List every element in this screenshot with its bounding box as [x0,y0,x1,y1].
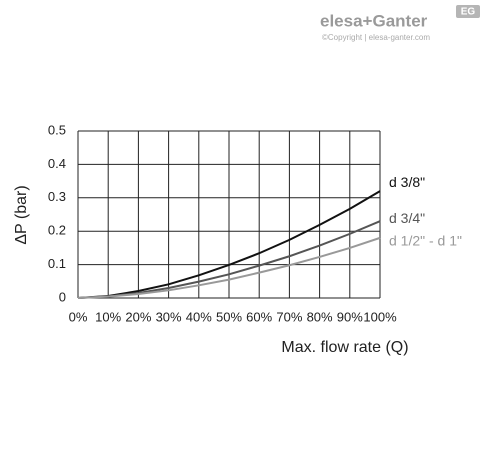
x-tick-label: 0% [69,309,88,324]
x-tick-label: 30% [156,309,182,324]
brand-badge-bg [456,5,480,18]
x-tick-label: 90% [337,309,363,324]
x-tick-label: 70% [276,309,302,324]
x-tick-label: 80% [307,309,333,324]
y-tick-label: 0.3 [48,189,66,204]
series-label: d 1/2" - d 1" [389,233,462,249]
y-axis-title: ΔP (bar) [13,185,30,244]
y-tick-label: 0.5 [48,122,66,137]
series-label: d 3/4" [389,210,425,226]
brand-badge: EG [461,7,476,18]
series-line [77,190,381,299]
series-line [77,236,381,299]
y-tick-label: 0 [59,289,66,304]
y-tick-label: 0.4 [48,156,66,171]
x-tick-label: 10% [95,309,121,324]
y-tick-label: 0.1 [48,256,66,271]
y-tick-label: 0.2 [48,223,66,238]
x-tick-label: 40% [186,309,212,324]
series-label: d 3/8" [389,174,425,190]
x-axis-title: Max. flow rate (Q) [281,339,408,356]
brand-name: elesa+Ganter [320,11,428,30]
x-tick-label: 50% [216,309,242,324]
x-tick-label: 60% [246,309,272,324]
x-tick-label: 100% [363,309,397,324]
x-tick-label: 20% [125,309,151,324]
brand-copyright: ©Copyright | elesa-ganter.com [322,33,430,42]
